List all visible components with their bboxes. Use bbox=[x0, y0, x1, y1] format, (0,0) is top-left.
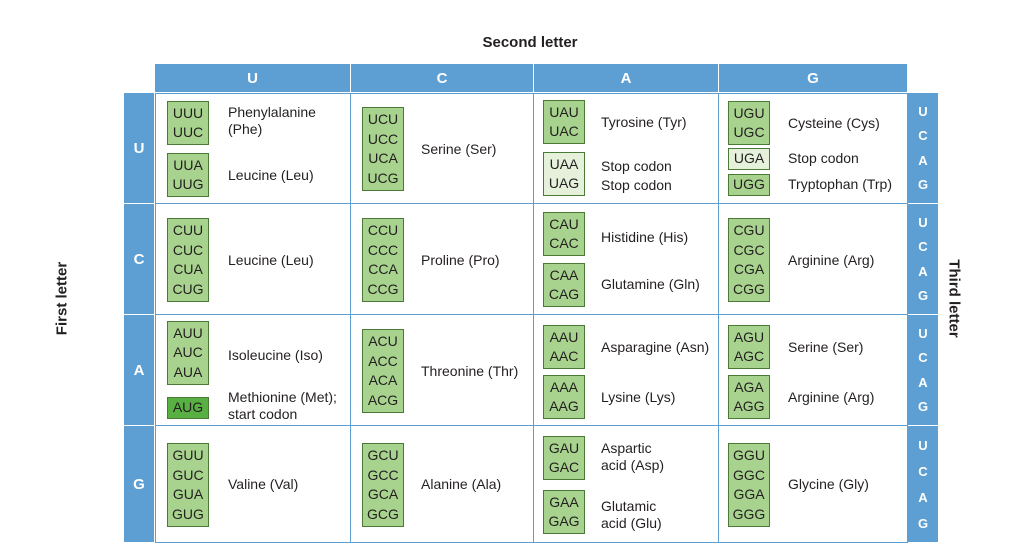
amino-acid-label: Arginine (Arg) bbox=[788, 252, 875, 268]
amino-acid-label: Cysteine (Cys) bbox=[788, 115, 880, 131]
amino-acid-label: Arginine (Arg) bbox=[788, 389, 875, 405]
codon-box: GCU GCC GCA GCG bbox=[362, 443, 404, 527]
stop-codon-box: UGA bbox=[728, 148, 770, 170]
amino-acid-label: Tryptophan (Trp) bbox=[788, 176, 892, 192]
codon-box: CAA CAG bbox=[543, 263, 585, 307]
amino-acid-label: Leucine (Leu) bbox=[228, 167, 314, 183]
first-letter-title: First letter bbox=[53, 261, 71, 336]
third-u-a: A bbox=[918, 152, 928, 168]
codon-box: AAU AAC bbox=[543, 325, 585, 369]
codon-box: UCU UCC UCA UCG bbox=[362, 107, 404, 191]
amino-acid-label: Isoleucine (Iso) bbox=[228, 347, 323, 363]
amino-acid-label: Phenylalanine (Phe) bbox=[228, 104, 316, 137]
third-g-u: U bbox=[918, 437, 928, 453]
amino-acid-label: Histidine (His) bbox=[601, 229, 689, 245]
amino-acid-label: Aspartic acid (Asp) bbox=[601, 440, 665, 473]
codon-box: GGU GGC GGA GGG bbox=[728, 443, 770, 527]
third-a-c: C bbox=[918, 350, 928, 366]
third-u-u: U bbox=[918, 103, 928, 119]
row-header-a: A bbox=[124, 315, 154, 425]
third-letter-a: U C A G bbox=[908, 315, 938, 425]
third-letter-title: Third letter bbox=[945, 259, 963, 338]
start-codon-box: AUG bbox=[167, 397, 209, 419]
amino-acid-label: Glutamine (Gln) bbox=[601, 276, 700, 292]
row-header-c: C bbox=[124, 204, 154, 314]
amino-acid-label: Asparagine (Asn) bbox=[601, 339, 710, 355]
codon-box: CUU CUC CUA CUG bbox=[167, 218, 209, 302]
third-letter-u: U C A G bbox=[908, 93, 938, 203]
third-c-u: U bbox=[918, 214, 928, 230]
codon-box: CGU CGC CGA CGG bbox=[728, 218, 770, 302]
stop-codon-box: UAA UAG bbox=[543, 152, 585, 196]
cell-ua: UAU UAC Tyrosine (Tyr) UAA UAG Stop codo… bbox=[533, 93, 719, 204]
third-letter-g: U C A G bbox=[908, 426, 938, 542]
col-header-g: G bbox=[719, 64, 907, 92]
codon-box: AGA AGG bbox=[728, 375, 770, 419]
codon-box: AGU AGC bbox=[728, 325, 770, 369]
amino-acid-label: Proline (Pro) bbox=[421, 252, 500, 268]
codon-box: GUU GUC GUA GUG bbox=[167, 443, 209, 527]
cell-gc: GCU GCC GCA GCG Alanine (Ala) bbox=[350, 425, 534, 543]
codon-box: GAU GAC bbox=[543, 436, 585, 480]
amino-acid-label: Serine (Ser) bbox=[421, 141, 497, 157]
third-g-g: G bbox=[917, 515, 929, 531]
third-a-u: U bbox=[918, 325, 928, 341]
cell-aa: AAU AAC Asparagine (Asn) AAA AAG Lysine … bbox=[533, 314, 719, 426]
third-g-a: A bbox=[918, 489, 928, 505]
col-header-u: U bbox=[155, 64, 350, 92]
codon-box: AUU AUC AUA bbox=[167, 321, 209, 385]
cell-uu: UUU UUC Phenylalanine (Phe) UUA UUG Leuc… bbox=[155, 93, 351, 204]
codon-box: CCU CCC CCA CCG bbox=[362, 218, 404, 302]
third-c-g: G bbox=[917, 288, 929, 304]
codon-box: GAA GAG bbox=[543, 490, 585, 534]
second-letter-title: Second letter bbox=[482, 34, 578, 51]
codon-box: UUA UUG bbox=[167, 153, 209, 197]
amino-acid-label: Glutamic acid (Glu) bbox=[601, 498, 662, 531]
cell-cc: CCU CCC CCA CCG Proline (Pro) bbox=[350, 203, 534, 315]
amino-acid-label: Serine (Ser) bbox=[788, 339, 864, 355]
amino-acid-label: Threonine (Thr) bbox=[421, 363, 519, 379]
cell-gg: GGU GGC GGA GGG Glycine (Gly) bbox=[718, 425, 908, 543]
cell-ug: UGU UGC Cysteine (Cys) UGA Stop codon UG… bbox=[718, 93, 908, 204]
third-letter-c: U C A G bbox=[908, 204, 938, 314]
cell-au: AUU AUC AUA Isoleucine (Iso) AUG Methion… bbox=[155, 314, 351, 426]
third-c-c: C bbox=[918, 239, 928, 255]
amino-acid-label: Leucine (Leu) bbox=[228, 252, 314, 268]
stop-codon-label: Stop codon bbox=[788, 150, 859, 166]
cell-ca: CAU CAC Histidine (His) CAA CAG Glutamin… bbox=[533, 203, 719, 315]
third-g-c: C bbox=[918, 463, 928, 479]
col-header-a: A bbox=[534, 64, 718, 92]
codon-box: ACU ACC ACA ACG bbox=[362, 329, 404, 413]
third-a-a: A bbox=[918, 374, 928, 390]
cell-cg: CGU CGC CGA CGG Arginine (Arg) bbox=[718, 203, 908, 315]
third-c-a: A bbox=[918, 263, 928, 279]
amino-acid-label: Lysine (Lys) bbox=[601, 389, 676, 405]
cell-cu: CUU CUC CUA CUG Leucine (Leu) bbox=[155, 203, 351, 315]
cell-gu: GUU GUC GUA GUG Valine (Val) bbox=[155, 425, 351, 543]
amino-acid-label: Alanine (Ala) bbox=[421, 476, 502, 492]
amino-acid-label: Valine (Val) bbox=[228, 476, 299, 492]
codon-box: AAA AAG bbox=[543, 375, 585, 419]
amino-acid-label: Glycine (Gly) bbox=[788, 476, 869, 492]
cell-ga: GAU GAC Aspartic acid (Asp) GAA GAG Glut… bbox=[533, 425, 719, 543]
row-header-u: U bbox=[124, 93, 154, 203]
cell-uc: UCU UCC UCA UCG Serine (Ser) bbox=[350, 93, 534, 204]
cell-ag: AGU AGC Serine (Ser) AGA AGG Arginine (A… bbox=[718, 314, 908, 426]
third-a-g: G bbox=[917, 399, 929, 415]
third-u-g: G bbox=[917, 177, 929, 193]
cell-ac: ACU ACC ACA ACG Threonine (Thr) bbox=[350, 314, 534, 426]
amino-acid-label: Tyrosine (Tyr) bbox=[601, 114, 687, 130]
codon-box: CAU CAC bbox=[543, 212, 585, 256]
col-header-c: C bbox=[351, 64, 533, 92]
codon-box: UGU UGC bbox=[728, 101, 770, 145]
row-header-g: G bbox=[124, 426, 154, 542]
codon-box: UGG bbox=[728, 174, 770, 196]
stop-codon-label: Stop codon Stop codon bbox=[601, 158, 672, 193]
codon-box: UUU UUC bbox=[167, 101, 209, 145]
start-codon-label: Methionine (Met); start codon bbox=[228, 389, 337, 422]
third-u-c: C bbox=[918, 128, 928, 144]
codon-box: UAU UAC bbox=[543, 100, 585, 144]
